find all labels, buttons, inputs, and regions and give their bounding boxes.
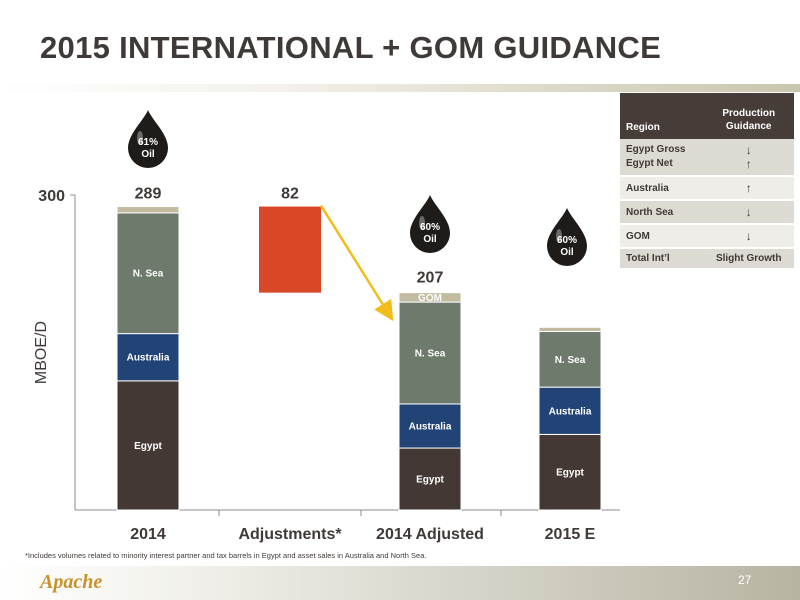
bar-segment-gom — [116, 206, 180, 214]
title-divider — [0, 84, 800, 92]
bar-label-gom: GOM — [418, 293, 442, 304]
region-egypt-net: Egypt Net — [626, 158, 673, 169]
adjustment-arrow — [319, 204, 394, 322]
oil-drop-highlight — [137, 131, 143, 145]
table-row-egypt: Egypt Gross Egypt Net ↓ ↑ — [620, 139, 794, 177]
region-australia: Australia — [620, 176, 704, 201]
bar-segment-n-sea — [116, 212, 180, 335]
bar-label-egypt: Egypt — [556, 468, 584, 479]
total-label-adjustments: 82 — [281, 186, 299, 203]
y-axis-title: MBOE/D — [33, 321, 50, 384]
page-title: 2015 INTERNATIONAL + GOM GUIDANCE — [40, 30, 662, 65]
oil-percent-label: 60% — [420, 222, 440, 233]
bar-segment-gom — [398, 292, 462, 303]
bar-segment-gom — [538, 326, 602, 332]
footer-band — [0, 566, 800, 600]
region-north-sea: North Sea — [620, 200, 704, 225]
y-tick-label: 300 — [38, 188, 65, 205]
region-gom: GOM — [620, 224, 704, 249]
guidance-table: Region Production Guidance Egypt Gross E… — [620, 93, 794, 270]
arrow-up-icon: ↑ — [745, 157, 752, 171]
arrow-down-icon: ↓ — [745, 143, 752, 157]
region-total-intl: Total Int’l — [620, 248, 704, 270]
table-row-total: Total Int’l Slight Growth — [620, 248, 794, 270]
guidance-table-header: Region Production Guidance — [620, 93, 794, 139]
bar-segment-n-sea — [538, 331, 602, 388]
guidance-total-value: Slight Growth — [703, 248, 794, 270]
x-tick-label-2014: 2014 — [130, 526, 166, 543]
page-number: 27 — [738, 573, 752, 587]
bar-label-n-sea: N. Sea — [133, 269, 164, 280]
bar-label-egypt: Egypt — [416, 475, 444, 486]
guidance-cell: ↓ ↑ — [703, 139, 794, 177]
total-label-2014: 289 — [135, 186, 162, 203]
footnote: *Includes volumes related to minority in… — [25, 551, 427, 560]
x-tick-label-adjustments: Adjustments* — [238, 526, 342, 543]
oil-drop-highlight — [556, 229, 562, 243]
table-row-gom: GOM ↓ — [620, 224, 794, 249]
oil-label: Oil — [141, 149, 155, 160]
oil-percent-label: 60% — [557, 235, 577, 246]
bar-label-egypt: Egypt — [134, 441, 162, 452]
table-row-north-sea: North Sea ↓ — [620, 200, 794, 225]
adjustment-bar — [259, 206, 321, 293]
arrow-down-icon: ↓ — [703, 200, 794, 225]
bar-segment-n-sea — [398, 301, 462, 405]
oil-label: Oil — [560, 247, 574, 258]
arrow-down-icon: ↓ — [703, 224, 794, 249]
region-egypt-gross: Egypt Gross — [626, 144, 686, 155]
bar-label-australia: Australia — [549, 406, 592, 417]
table-row-australia: Australia ↑ — [620, 176, 794, 201]
x-tick-label-2015-e: 2015 E — [545, 526, 596, 543]
guidance-header-line2: Guidance — [725, 121, 772, 132]
apache-logo: Apache — [40, 571, 103, 593]
bar-segment-australia — [116, 333, 180, 382]
oil-drop-icon — [410, 195, 450, 253]
guidance-header: Production Guidance — [703, 93, 794, 139]
arrow-up-icon: ↑ — [703, 176, 794, 201]
guidance-header-line1: Production — [722, 108, 776, 119]
oil-percent-label: 61% — [138, 137, 158, 148]
bar-label-n-sea: N. Sea — [555, 355, 586, 366]
oil-drop-icon — [128, 110, 168, 168]
region-header: Region — [620, 93, 704, 139]
total-label-2014-adjusted: 207 — [417, 270, 444, 287]
oil-drop-highlight — [419, 216, 425, 230]
bar-label-n-sea: N. Sea — [415, 349, 446, 360]
production-waterfall-chart: 300 MBOE/D Egypt Australia N. Sea 2014 Adjustm… — [33, 110, 620, 543]
oil-label: Oil — [423, 234, 437, 245]
region-cell: Egypt Gross Egypt Net — [620, 139, 704, 177]
bar-label-australia: Australia — [409, 422, 452, 433]
x-tick-label-2014-adjusted: 2014 Adjusted — [376, 526, 484, 543]
bar-label-australia: Australia — [127, 353, 170, 364]
oil-drop-icon — [547, 208, 587, 266]
